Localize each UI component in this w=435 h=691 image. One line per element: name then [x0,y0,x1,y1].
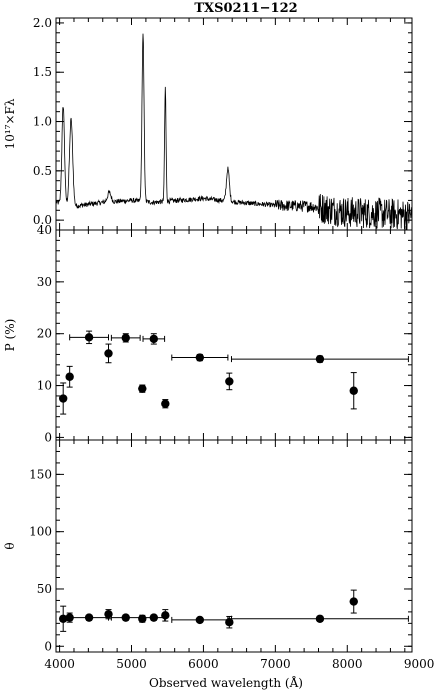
data-point [104,609,113,619]
x-tick-label: 8000 [332,657,363,671]
x-tick-label: 9000 [404,657,435,671]
data-point [58,394,68,403]
data-point [58,614,68,623]
data-point [138,614,147,623]
x-axis-title: Observed wavelength (Å) [149,675,303,690]
panel-frame [55,439,413,653]
x-tick-label: 4000 [44,657,75,671]
data-point [349,386,358,395]
spectrum-line [55,33,413,231]
y-tick-label: 0 [44,639,52,653]
data-point [84,333,94,342]
y-tick-label: 0.0 [33,213,52,227]
data-point [121,333,130,343]
y-tick-label: 30 [37,275,52,289]
data-point [65,372,74,381]
y-tick-label: 0 [44,430,52,444]
data-point [104,349,113,358]
data-point [195,615,205,625]
x-tick-label: 6000 [188,657,219,671]
y-tick-label: 1.0 [33,115,52,129]
y-tick-label: 10 [37,379,52,393]
data-point [149,613,159,622]
panel-polarization: 0 10 20 30 40 P (%) [3,223,413,444]
data-point [161,611,170,620]
panel-frame [55,229,413,441]
data-point [225,377,234,386]
panel-angle: 0 50 100 150 θ 4000 5000 6000 7000 8000 9000 [3,439,435,671]
y-tick-label: 100 [29,525,52,539]
y-axis-title: P (%) [3,319,17,352]
y-tick-label: 2.0 [33,16,52,30]
data-point [84,613,94,622]
chart-title: TXS0211−122 [194,1,297,16]
data-point [138,384,147,393]
y-tick-label: 20 [37,327,52,341]
y-axis-title: 10¹⁷×Fλ [3,98,17,149]
data-point [149,334,159,344]
y-axis-title: θ [3,542,17,549]
y-tick-label: 1.5 [33,65,52,79]
x-tick-label: 5000 [116,657,147,671]
data-point [349,597,358,606]
panel-flux: 0.0 0.5 1.0 1.5 2.0 10¹⁷×Fλ [3,16,413,231]
data-point [161,399,170,408]
data-point [315,354,325,364]
panel-frame [55,17,413,231]
y-tick-label: 50 [37,582,52,596]
y-tick-label: 150 [29,467,52,481]
y-tick-label: 0.5 [33,164,52,178]
panels: 0.0 0.5 1.0 1.5 2.0 10¹⁷×Fλ 0 10 20 30 40 P (%) 0 50 1… [3,16,434,671]
y-tick-label: 40 [37,223,52,237]
data-point [195,353,205,362]
data-point [121,613,130,622]
x-tick-label: 7000 [260,657,291,671]
data-point [315,614,325,623]
